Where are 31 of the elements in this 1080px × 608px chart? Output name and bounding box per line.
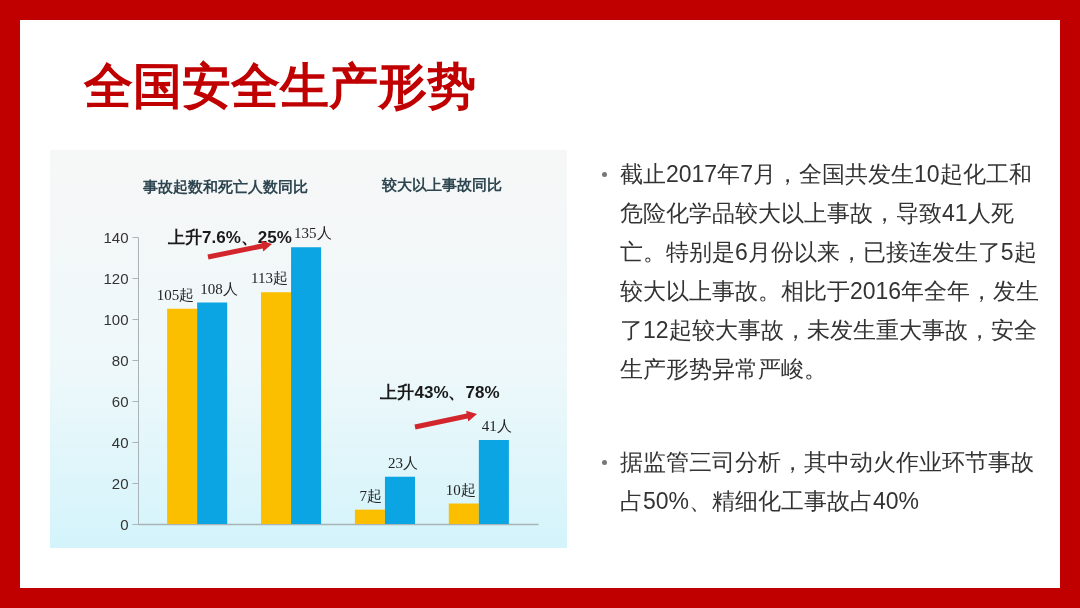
data-label: 10起 xyxy=(445,481,476,498)
bar xyxy=(384,476,415,524)
bar xyxy=(354,509,385,524)
data-label: 108人 xyxy=(200,280,238,297)
y-tick-label: 100 xyxy=(103,310,129,328)
y-tick-label: 140 xyxy=(103,228,129,246)
y-tick-label: 20 xyxy=(111,474,129,492)
data-label: 105起 xyxy=(156,286,195,303)
chart-title: 全国安全生产形势 xyxy=(84,59,476,113)
y-tick-label: 80 xyxy=(111,351,129,369)
data-label: 135人 xyxy=(294,225,332,242)
bar xyxy=(197,302,228,524)
bar xyxy=(167,308,198,524)
text: 较大以上事故同比 xyxy=(381,176,502,193)
text: 截止2017年7月，全国共发生10起化工和危险化学品较大以上事故，导致41人死亡。特别是6月份以来，已接连发生了5起较大以上事故。相比于2016年全年，发生了12起较大事故，未发生重大事故，安全生产形势异常严峻。 xyxy=(620,161,1040,382)
annotation: 上升7.6%、25% xyxy=(167,228,292,247)
bar xyxy=(448,503,479,524)
bar xyxy=(478,439,509,524)
annotation: 上升43%、78% xyxy=(379,383,500,402)
y-tick-label: 0 xyxy=(120,515,129,533)
data-label: 113起 xyxy=(251,270,289,287)
bar xyxy=(261,292,292,524)
y-tick-label: 60 xyxy=(111,392,129,410)
data-label: 23人 xyxy=(387,454,418,471)
data-label: 7起 xyxy=(359,487,382,504)
text: 事故起数和死亡人数同比 xyxy=(141,178,308,195)
y-tick-label: 120 xyxy=(103,269,129,287)
y-tick-label: 40 xyxy=(111,433,129,451)
data-label: 41人 xyxy=(481,417,512,434)
bar xyxy=(291,247,322,524)
text: 据监管三司分析，其中动火作业环节事故占50%、精细化工事故占40% xyxy=(620,449,1034,514)
